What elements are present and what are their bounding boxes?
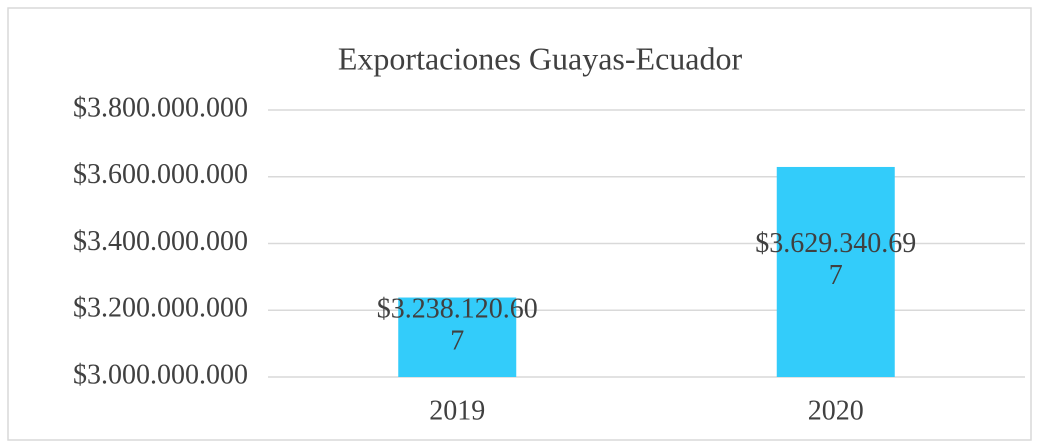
y-tick-label: $3.400.000.000 [73, 226, 248, 257]
bar [398, 297, 517, 377]
data-label: $3.238.120.60 7 [377, 294, 538, 357]
y-tick-label: $3.800.000.000 [73, 92, 248, 123]
x-tick-label: 2020 [808, 395, 864, 426]
y-tick-label: $3.200.000.000 [73, 293, 248, 324]
bar [776, 166, 895, 377]
chart-title: Exportaciones Guayas-Ecuador [338, 40, 743, 76]
data-label: $3.629.340.69 7 [755, 228, 916, 291]
y-tick-label: $3.000.000.000 [73, 359, 248, 390]
y-tick-label: $3.600.000.000 [73, 159, 248, 190]
x-tick-label: 2019 [429, 395, 485, 426]
